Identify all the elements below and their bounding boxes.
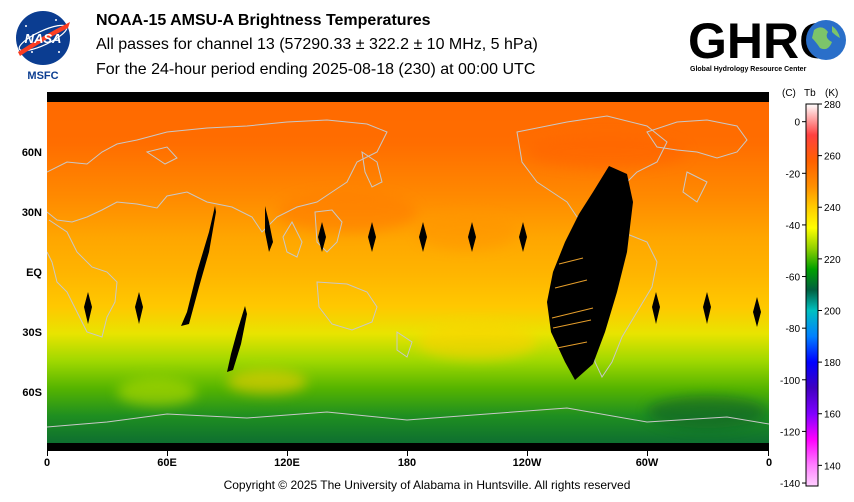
msfc-label: MSFC [27, 70, 59, 82]
ghrc-caption: Global Hydrology Resource Center [690, 66, 807, 73]
lon-label-0: 0 [43, 457, 51, 469]
colorbar-celsius-label: 0 [794, 118, 800, 129]
colorbar: (C) Tb (K) 280 260 240 220 200 180 160 140 0 -20 -… [780, 88, 841, 490]
colorbar-celsius-label: -80 [786, 324, 801, 335]
colorbar-unit-k: (K) [825, 88, 838, 99]
lon-label-60e: 60E [157, 457, 177, 469]
lon-tick-marks [47, 451, 769, 456]
lon-label-180: 180 [397, 457, 417, 469]
colorbar-celsius-label: -20 [786, 169, 801, 180]
lat-label-eq: EQ [26, 267, 42, 279]
colorbar-celsius-label: -60 [786, 273, 801, 284]
gap-streaks [551, 257, 594, 349]
page-title: NOAA-15 AMSU-A Brightness Temperatures [96, 12, 431, 29]
lon-label-120w: 120W [512, 457, 542, 469]
lon-label-120e: 120E [274, 457, 300, 469]
colorbar-kelvin-label: 280 [824, 100, 841, 111]
colorbar-celsius-label: -100 [780, 376, 800, 387]
ghrc-logo: GHRC Global Hydrology Resource Center [686, 8, 848, 78]
nasa-logo: NASA MSFC [12, 8, 74, 84]
period-subtitle: For the 24-hour period ending 2025-08-18… [96, 61, 536, 78]
colorbar-celsius-label: -40 [786, 221, 801, 232]
colorbar-unit-tb: Tb [804, 88, 816, 99]
colorbar-celsius-label: -120 [780, 427, 800, 438]
channel-subtitle: All passes for channel 13 (57290.33 ± 32… [96, 36, 538, 53]
lon-label-0-east: 0 [765, 457, 773, 469]
lat-label-30n: 30N [21, 207, 42, 219]
colorbar-unit-c: (C) [782, 88, 796, 99]
colorbar-celsius-label: -140 [780, 479, 800, 490]
temperature-variation [117, 136, 767, 428]
brightness-temperature-map [47, 92, 769, 451]
coastlines [47, 115, 769, 428]
colorbar-kelvin-label: 240 [824, 203, 841, 214]
nasa-wordmark: NASA [25, 31, 62, 46]
no-data-gaps [84, 166, 761, 380]
colorbar-kelvin-label: 200 [824, 306, 841, 317]
colorbar-kelvin-label: 260 [824, 152, 841, 163]
colorbar-kelvin-label: 180 [824, 358, 841, 369]
lat-label-60n: 60N [21, 147, 42, 159]
colorbar-kelvin-label: 160 [824, 410, 841, 421]
colorbar-kelvin-label: 220 [824, 255, 841, 266]
lat-label-60s: 60S [22, 387, 42, 399]
lon-label-60w: 60W [635, 457, 659, 469]
colorbar-kelvin-label: 140 [824, 461, 841, 472]
copyright-notice: Copyright © 2025 The University of Alaba… [223, 478, 631, 492]
lat-label-30s: 30S [22, 327, 42, 339]
colorbar-gradient [805, 103, 819, 487]
